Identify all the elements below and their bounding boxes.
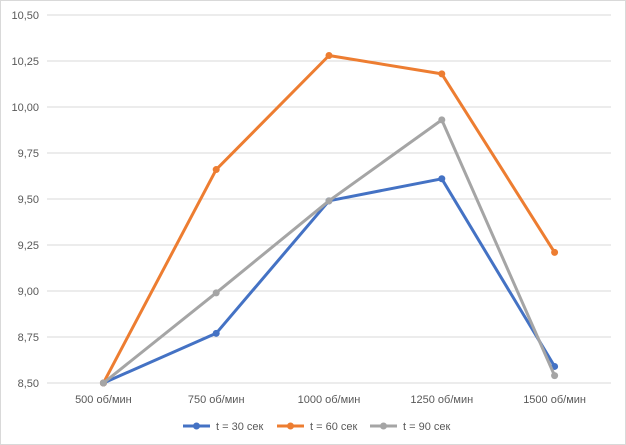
data-point <box>438 175 446 183</box>
data-point <box>551 372 559 380</box>
y-tick-label: 10,50 <box>11 10 39 22</box>
data-point <box>99 379 107 387</box>
data-point <box>325 51 333 59</box>
data-point <box>212 166 220 174</box>
x-tick-label: 1250 об/мин <box>410 394 473 406</box>
y-tick-label: 10,25 <box>11 56 39 68</box>
x-axis-tick-labels: 500 об/мин 750 об/мин 1000 об/мин 1250 об/м… <box>75 394 586 406</box>
legend-item: t = 30 сек <box>183 421 264 433</box>
x-tick-label: 500 об/мин <box>75 394 132 406</box>
data-point <box>325 197 333 205</box>
y-tick-label: 9,00 <box>18 286 39 298</box>
legend-marker <box>380 422 387 430</box>
legend: t = 30 сек t = 60 сек t = 90 сек <box>183 421 451 433</box>
y-tick-label: 8,50 <box>18 378 39 390</box>
legend-label: t = 90 сек <box>403 421 451 433</box>
y-axis-tick-labels: 8,50 8,75 9,00 9,25 9,50 9,75 10,00 10,25 10,50 <box>11 10 39 390</box>
legend-marker <box>287 422 294 430</box>
y-tick-label: 8,75 <box>18 332 39 344</box>
series-lines <box>99 51 559 387</box>
data-point <box>438 116 446 124</box>
series-2 <box>99 51 559 387</box>
legend-label: t = 30 сек <box>216 421 264 433</box>
y-tick-label: 10,00 <box>11 102 39 114</box>
y-tick-label: 9,50 <box>18 194 39 206</box>
data-point <box>551 248 559 256</box>
y-tick-label: 9,75 <box>18 148 39 160</box>
legend-label: t = 60 сек <box>310 421 358 433</box>
legend-marker <box>193 422 200 430</box>
x-tick-label: 1500 об/мин <box>523 394 586 406</box>
series-line <box>101 177 557 385</box>
legend-item: t = 60 сек <box>277 421 358 433</box>
x-tick-label: 1000 об/мин <box>298 394 361 406</box>
series-1 <box>99 175 559 387</box>
series-3 <box>99 116 559 387</box>
data-point <box>212 329 220 337</box>
data-point <box>438 70 446 78</box>
x-tick-label: 750 об/мин <box>188 394 245 406</box>
legend-item: t = 90 сек <box>370 421 451 433</box>
data-point <box>212 289 220 297</box>
y-tick-label: 9,25 <box>18 240 39 252</box>
